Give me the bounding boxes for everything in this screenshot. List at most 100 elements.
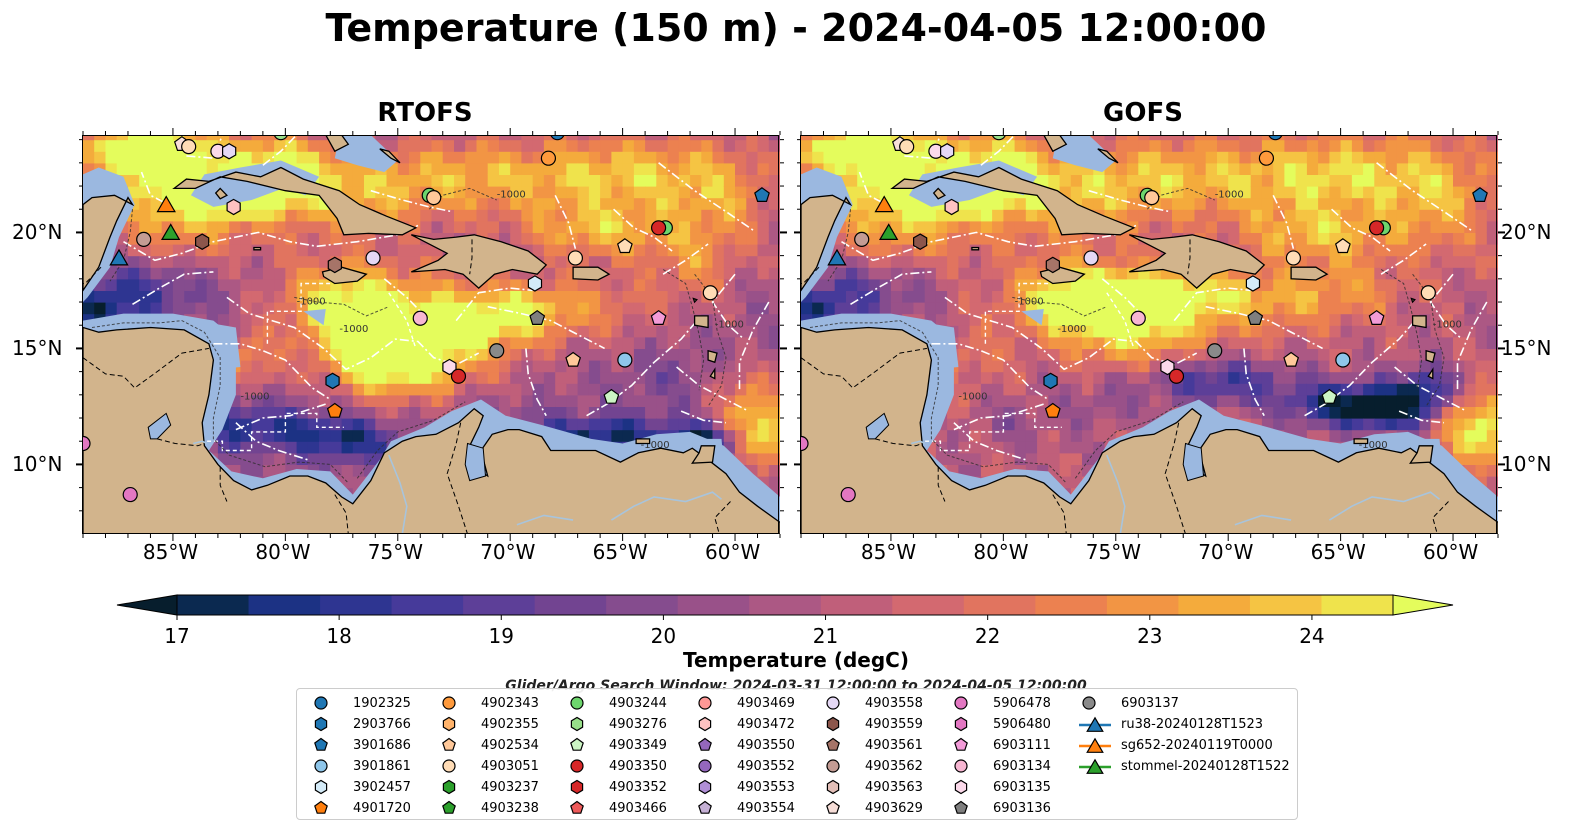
marker-circle xyxy=(899,138,915,155)
marker-circle xyxy=(122,486,138,503)
lon-tick-label: 85°W xyxy=(860,540,917,564)
marker-triangle xyxy=(160,223,181,241)
marker-hexagon xyxy=(222,143,237,160)
legend-item: 4903563 xyxy=(821,777,923,797)
legend-item: 1902325 xyxy=(309,693,411,713)
legend-swatch-pentagon xyxy=(954,800,968,814)
legend-item: 6903137 xyxy=(1077,693,1179,713)
colorbar-segment xyxy=(1106,595,1179,615)
marker-pentagon xyxy=(565,351,582,367)
legend-swatch-hexagon xyxy=(314,716,328,732)
legend-swatch-circle xyxy=(570,759,584,773)
isobath-label: -1000 xyxy=(641,440,670,451)
marker-hexagon xyxy=(940,143,955,160)
legend-item: 4903629 xyxy=(821,798,923,818)
marker-triangle xyxy=(878,223,899,241)
lon-tick-label: 65°W xyxy=(592,540,648,564)
colorbar-extend-low xyxy=(116,594,178,616)
legend-item: 3901686 xyxy=(309,735,411,755)
marker-hexagon xyxy=(1160,358,1175,376)
lon-tick-label: 80°W xyxy=(973,540,1029,564)
legend-swatch-circle xyxy=(570,696,584,710)
marker-hexagon xyxy=(1043,372,1058,390)
marker-pentagon xyxy=(1334,238,1351,254)
isobath-label: -1000 xyxy=(958,391,987,402)
legend-marker xyxy=(698,779,712,795)
legend-item: 3901861 xyxy=(309,756,411,776)
legend: 1902325 2903766 3901686 3901861 3902457 49017… xyxy=(296,688,1298,820)
legend-item: 4903349 xyxy=(565,735,667,755)
legend-item: 4902355 xyxy=(437,714,539,734)
legend-swatch-pentagon xyxy=(826,800,840,814)
legend-swatch-hexagon xyxy=(826,716,840,732)
legend-swatch-pentagon xyxy=(698,800,712,814)
legend-swatch-pentagon xyxy=(442,800,456,814)
marker-circle xyxy=(1268,135,1283,141)
marker-pentagon xyxy=(650,309,667,325)
legend-marker xyxy=(826,716,840,732)
legend-label: 2903766 xyxy=(353,716,411,732)
marker-circle xyxy=(83,435,91,452)
legend-label: 4902343 xyxy=(481,695,539,711)
marker-hexagon xyxy=(944,198,959,216)
marker-circle xyxy=(702,285,718,301)
map-panel-gofs[interactable]: -1000 -1000 -1000 -1000 -1000 -1000 xyxy=(801,135,1498,534)
marker-circle xyxy=(650,220,667,236)
isobath-label: -1000 xyxy=(240,391,269,402)
legend-triangle-marker xyxy=(1086,716,1104,732)
legend-swatch-pentagon xyxy=(826,737,840,751)
legend-marker xyxy=(314,696,328,710)
legend-marker xyxy=(826,800,840,814)
colorbar-segment xyxy=(749,595,822,615)
legend-label: 4903469 xyxy=(737,695,795,711)
marker-circle xyxy=(540,150,557,166)
legend-label: 4903561 xyxy=(865,737,923,753)
legend-swatch-circle xyxy=(826,696,840,710)
legend-marker xyxy=(314,779,328,795)
marker-pentagon xyxy=(1283,351,1300,367)
colorbar-tick-label: 19 xyxy=(488,624,514,648)
legend-label: 4902534 xyxy=(481,737,539,753)
marker-pentagon xyxy=(603,388,620,404)
legend-swatch-hexagon xyxy=(570,716,584,732)
legend-swatch-pentagon xyxy=(570,800,584,814)
legend-label: 4903552 xyxy=(737,758,795,774)
legend-label: 4903276 xyxy=(609,716,667,732)
legend-item: 4903244 xyxy=(565,693,667,713)
lon-tick-label: 75°W xyxy=(1085,540,1141,564)
legend-item: 4903552 xyxy=(693,756,795,776)
legend-swatch-circle xyxy=(826,759,840,773)
legend-swatch-hexagon xyxy=(570,779,584,795)
lat-tick-label-right: 10°N xyxy=(1501,452,1552,477)
legend-swatch-pentagon xyxy=(314,800,328,814)
legend-marker xyxy=(314,737,328,751)
legend-item: 4903352 xyxy=(565,777,667,797)
legend-item: 5906478 xyxy=(949,693,1051,713)
legend-label: 3902457 xyxy=(353,779,411,795)
legend-marker xyxy=(954,800,968,814)
marker-hexagon xyxy=(1245,275,1261,292)
map-panel-rtofs[interactable]: -1000 -1000 -1000 -1000 -1000 -1000 xyxy=(83,135,780,534)
marker-circle xyxy=(550,135,565,141)
legend-item: 4902534 xyxy=(437,735,539,755)
colorbar-tick-label: 23 xyxy=(1137,624,1163,648)
colorbar-segment xyxy=(1321,595,1394,615)
colorbar-tick-label: 17 xyxy=(164,624,190,648)
legend-label: ru38-20240128T1523 xyxy=(1121,716,1264,732)
isobath-label: -1000 xyxy=(297,296,326,307)
legend-marker xyxy=(442,759,456,773)
legend-marker xyxy=(442,779,456,795)
legend-swatch-hexagon xyxy=(698,779,712,795)
lon-tick-label: 60°W xyxy=(705,540,761,564)
legend-swatch-circle xyxy=(314,759,328,773)
legend-swatch-pentagon xyxy=(314,737,328,751)
legend-label: 4903563 xyxy=(865,779,923,795)
marker-triangle xyxy=(874,195,894,213)
legend-label: 4903466 xyxy=(609,800,667,816)
marker-circle xyxy=(617,352,633,368)
marker-circle xyxy=(991,135,1007,141)
legend-marker xyxy=(314,716,328,732)
legend-swatch-circle xyxy=(314,696,328,710)
marker-pentagon xyxy=(1044,402,1061,418)
colorbar-segment xyxy=(820,595,893,615)
